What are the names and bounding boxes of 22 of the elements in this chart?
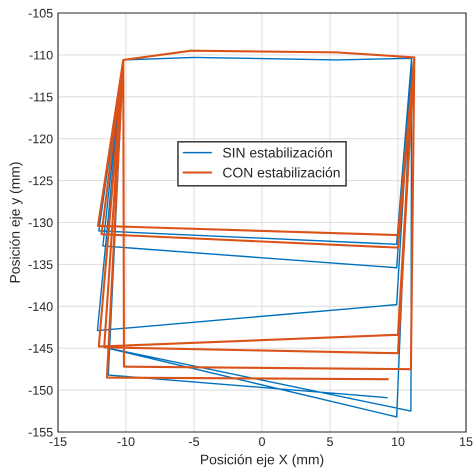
y-axis-title: Posición eje y (mm) bbox=[9, 162, 23, 282]
x-tick-label: 10 bbox=[392, 437, 404, 446]
x-axis-title: Posición eje X (mm) bbox=[201, 454, 324, 468]
x-tick-label: -10 bbox=[118, 437, 135, 446]
y-tick-label: -120 bbox=[28, 134, 53, 144]
x-tick-label: -5 bbox=[189, 437, 200, 446]
y-tick-label: -130 bbox=[28, 218, 53, 228]
y-tick-label: -115 bbox=[30, 92, 53, 102]
y-tick-label: -150 bbox=[28, 386, 53, 395]
y-tick-label: -110 bbox=[30, 50, 53, 60]
y-tick-label: -140 bbox=[28, 302, 53, 311]
x-tick-label: 0 bbox=[259, 437, 265, 446]
y-tick-label: -145 bbox=[28, 344, 53, 353]
legend-label: SIN estabilización bbox=[223, 147, 332, 158]
y-tick-label: -155 bbox=[28, 428, 53, 437]
x-tick-label: 15 bbox=[460, 437, 472, 446]
x-tick-label: -15 bbox=[50, 437, 67, 446]
y-tick-label: -135 bbox=[28, 260, 53, 270]
legend-label: CON estabilización bbox=[223, 167, 340, 178]
x-tick-label: 5 bbox=[327, 437, 333, 446]
y-tick-label: -105 bbox=[28, 8, 53, 18]
y-tick-label: -125 bbox=[28, 176, 53, 186]
